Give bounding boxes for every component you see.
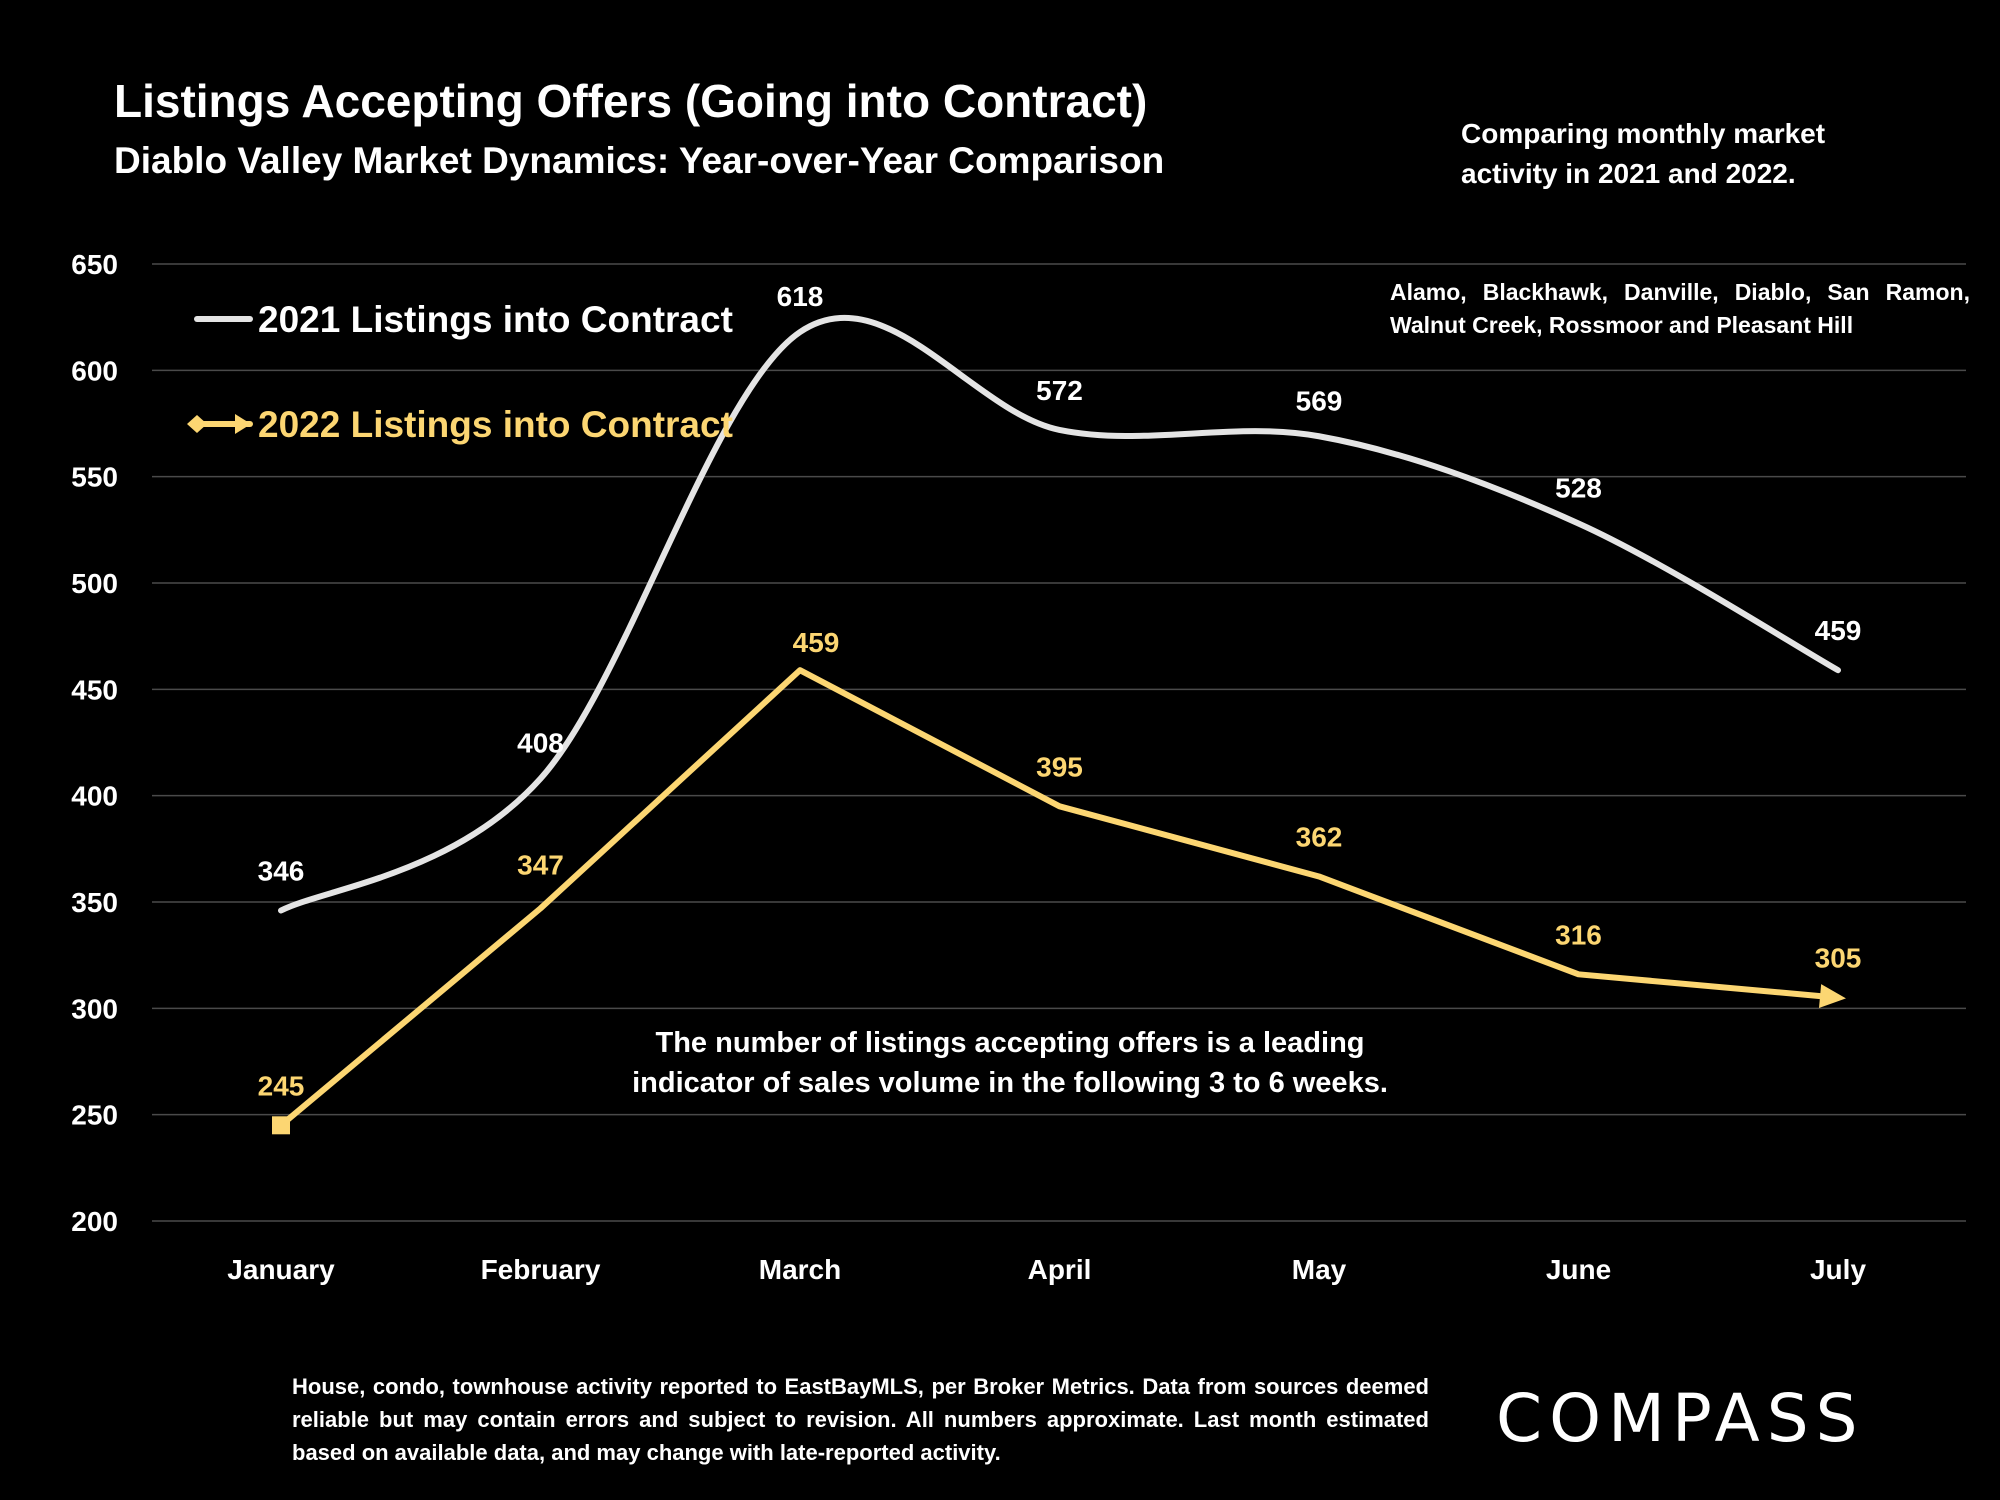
x-tick-label: April: [1028, 1254, 1092, 1285]
y-tick-label: 400: [71, 781, 118, 812]
x-tick-label: March: [759, 1254, 841, 1285]
y-tick-label: 200: [71, 1206, 118, 1237]
legend-diamond-marker: [187, 415, 207, 433]
data-label-2021: 408: [517, 728, 564, 759]
legend-label-2022: 2022 Listings into Contract: [258, 404, 733, 445]
x-tick-label: June: [1546, 1254, 1611, 1285]
x-tick-label: May: [1292, 1254, 1347, 1285]
legend-arrow-marker: [235, 414, 251, 434]
data-label-2021: 618: [777, 281, 824, 312]
x-tick-label: July: [1810, 1254, 1866, 1285]
x-tick-label: February: [481, 1254, 601, 1285]
chart-annotation: The number of listings accepting offers …: [655, 1027, 1364, 1059]
y-tick-label: 550: [71, 462, 118, 493]
data-label-2021: 528: [1555, 472, 1602, 503]
y-tick-label: 300: [71, 993, 118, 1024]
data-label-2021: 569: [1296, 385, 1343, 416]
data-label-2022: 245: [258, 1070, 305, 1101]
series-2022-start-marker: [272, 1116, 290, 1135]
intro-note: Comparing monthly market activity in 202…: [1461, 118, 1826, 189]
data-label-2022: 395: [1036, 751, 1083, 782]
y-tick-label: 500: [71, 568, 118, 599]
data-label-2022: 459: [793, 627, 840, 658]
data-label-2021: 572: [1036, 375, 1083, 406]
y-tick-label: 600: [71, 355, 118, 386]
line-chart: 200 250 300 350 400 450 500 550 600 650 January Feb…: [71, 249, 1966, 1285]
y-tick-label: 350: [71, 887, 118, 918]
data-label-2021: 459: [1815, 615, 1862, 646]
data-label-2022: 347: [517, 849, 564, 880]
data-label-2022: 362: [1296, 821, 1343, 852]
chart-title: Listings Accepting Offers (Going into Co…: [114, 75, 1148, 127]
data-label-2022: 305: [1815, 943, 1862, 974]
series-line-2021: [278, 314, 1841, 914]
compass-logo: COMPASS: [1496, 1380, 1865, 1457]
y-tick-label: 250: [71, 1100, 118, 1131]
source-footnote: House, condo, townhouse activity reporte…: [292, 1374, 1429, 1465]
chart-annotation: indicator of sales volume in the followi…: [632, 1067, 1388, 1099]
x-tick-label: January: [227, 1254, 335, 1285]
data-label-2022: 316: [1555, 919, 1602, 950]
area-note: Alamo, Blackhawk, Danville, Diablo, San …: [1390, 279, 1970, 338]
legend-label-2021: 2021 Listings into Contract: [258, 299, 733, 340]
series-line-2022: [278, 667, 1841, 1129]
y-tick-label: 650: [71, 249, 118, 280]
data-label-2021: 346: [258, 856, 305, 887]
chart-subtitle: Diablo Valley Market Dynamics: Year-over…: [114, 140, 1165, 181]
series-2022-end-arrow: [1818, 984, 1846, 1009]
y-tick-label: 450: [71, 674, 118, 705]
